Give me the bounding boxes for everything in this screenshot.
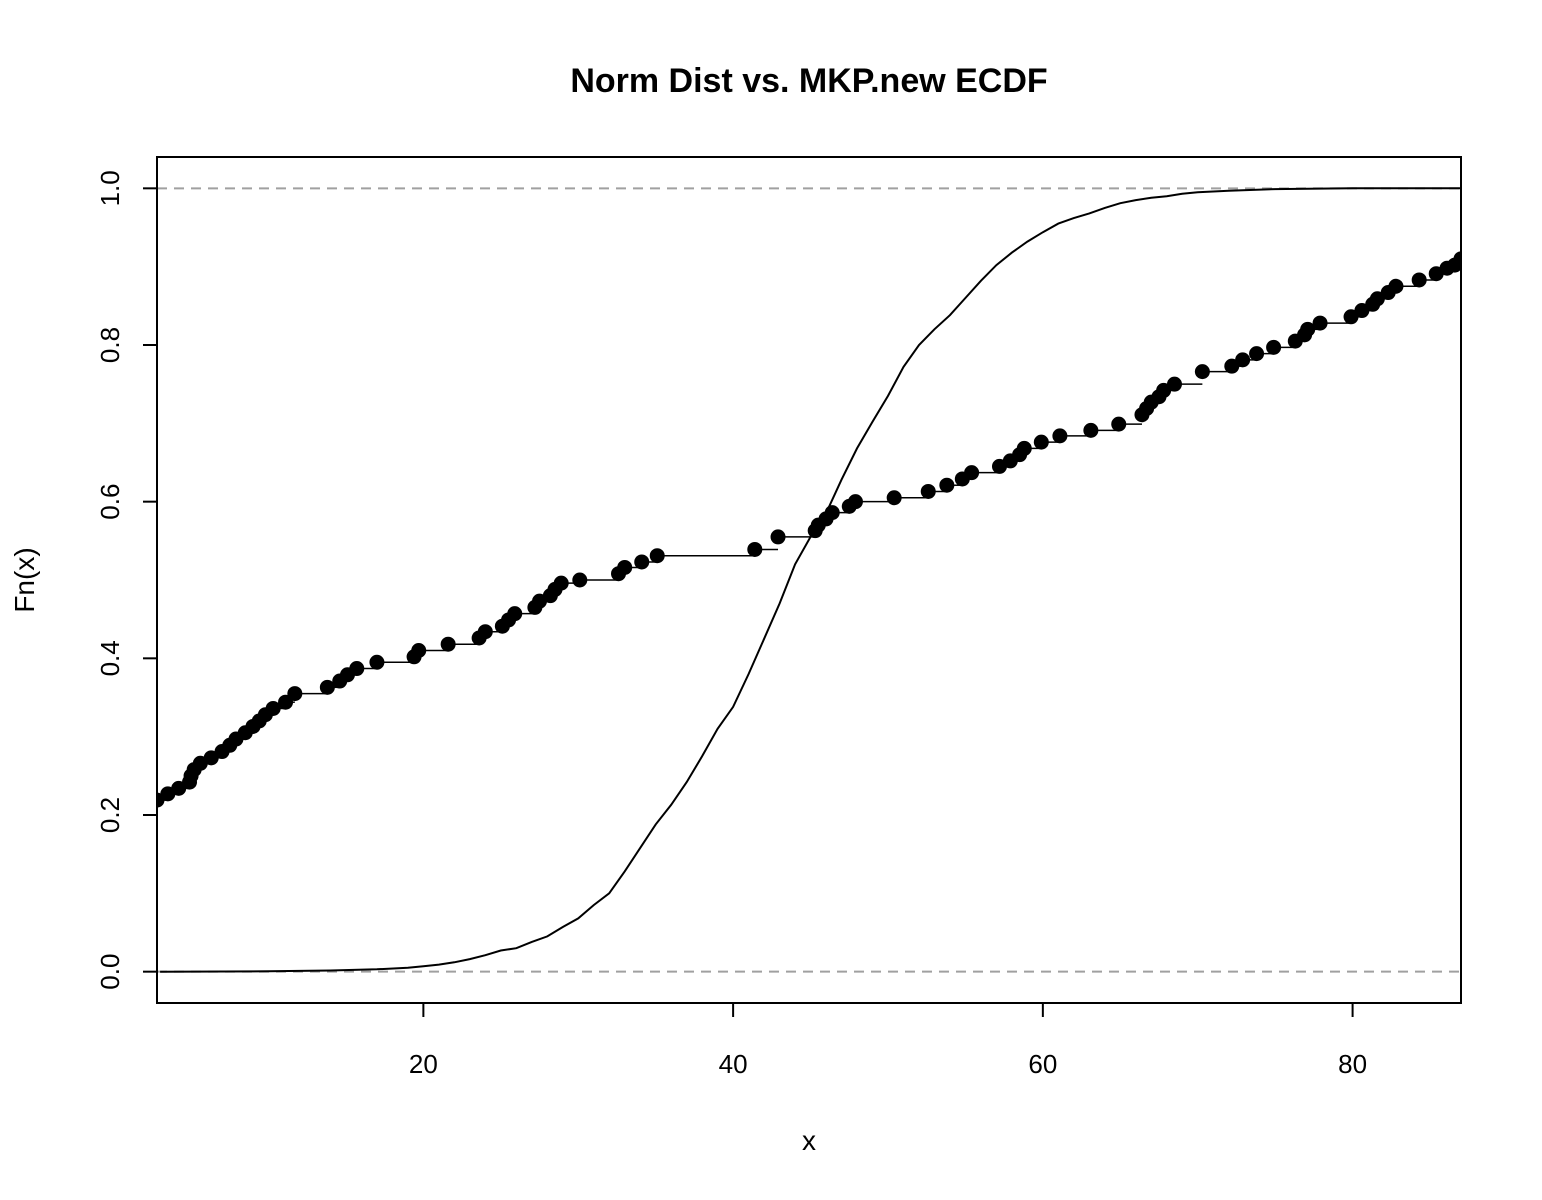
x-tick-label: 20 bbox=[409, 1049, 438, 1079]
ecdf-point bbox=[824, 505, 840, 521]
ecdf-point bbox=[1016, 440, 1032, 456]
normal-cdf-curve bbox=[160, 187, 1461, 973]
ecdf-point bbox=[634, 554, 650, 570]
ecdf-point bbox=[1052, 428, 1068, 444]
ecdf-point bbox=[1111, 416, 1127, 432]
ecdf-point bbox=[649, 548, 665, 564]
y-tick-label: 0.4 bbox=[95, 640, 125, 676]
ecdf-point bbox=[770, 529, 786, 545]
y-tick-label: 0.6 bbox=[95, 484, 125, 520]
x-tick-label: 40 bbox=[719, 1049, 748, 1079]
ecdf-point bbox=[553, 575, 569, 591]
ecdf-point bbox=[1166, 376, 1182, 392]
ecdf-point bbox=[349, 661, 365, 677]
ecdf-point bbox=[886, 490, 902, 506]
ecdf-point bbox=[440, 636, 456, 652]
ecdf-point bbox=[572, 572, 588, 588]
y-tick-label: 0.2 bbox=[95, 797, 125, 833]
chart-title: Norm Dist vs. MKP.new ECDF bbox=[570, 62, 1047, 100]
ecdf-point bbox=[1033, 434, 1049, 450]
ecdf-point bbox=[1194, 364, 1210, 380]
ecdf-point bbox=[1411, 272, 1427, 288]
ecdf-point bbox=[369, 654, 385, 670]
reference-lines bbox=[157, 187, 1461, 973]
ecdf-point bbox=[319, 679, 335, 695]
ecdf-points bbox=[157, 251, 1461, 808]
y-axis: 0.0 0.2 0.4 0.6 0.8 1.0 bbox=[95, 170, 157, 990]
x-tick-label: 60 bbox=[1028, 1049, 1057, 1079]
y-tick-label: 1.0 bbox=[95, 170, 125, 206]
ecdf-point bbox=[1249, 346, 1265, 362]
ecdf-point bbox=[411, 643, 427, 658]
ecdf-point bbox=[1343, 309, 1359, 325]
ecdf-point bbox=[1224, 358, 1240, 374]
ecdf-point bbox=[847, 494, 863, 510]
ecdf-point bbox=[287, 686, 303, 702]
ecdf-point bbox=[1156, 382, 1172, 398]
ecdf-point bbox=[1388, 278, 1404, 294]
ecdf-point bbox=[1235, 352, 1251, 368]
ecdf-point bbox=[747, 541, 763, 557]
ecdf-point bbox=[507, 606, 523, 622]
ecdf-point bbox=[939, 477, 955, 493]
plot-frame bbox=[156, 156, 1462, 1004]
ecdf-point bbox=[1453, 251, 1461, 267]
ecdf-point bbox=[1266, 339, 1282, 355]
x-axis-label: x bbox=[802, 1125, 816, 1156]
ecdf-point bbox=[617, 559, 633, 575]
ecdf-point bbox=[1354, 303, 1370, 319]
x-tick-label: 80 bbox=[1338, 1049, 1367, 1079]
ecdf-point bbox=[1312, 315, 1328, 331]
ecdf-point bbox=[203, 750, 219, 766]
y-tick-label: 0.8 bbox=[95, 327, 125, 363]
ecdf-point bbox=[477, 624, 493, 640]
x-axis: 20 40 60 80 bbox=[409, 1003, 1367, 1079]
ecdf-point bbox=[964, 465, 980, 481]
normal-cdf-line bbox=[160, 187, 1461, 973]
ecdf-point bbox=[1369, 291, 1385, 307]
ecdf-point bbox=[1300, 321, 1316, 337]
y-tick-label: 0.0 bbox=[95, 954, 125, 990]
ecdf-point bbox=[1083, 422, 1099, 438]
ecdf-point bbox=[171, 780, 187, 796]
ecdf-point bbox=[265, 700, 281, 716]
y-axis-label: Fn(x) bbox=[9, 547, 40, 612]
ecdf-point bbox=[920, 483, 936, 499]
